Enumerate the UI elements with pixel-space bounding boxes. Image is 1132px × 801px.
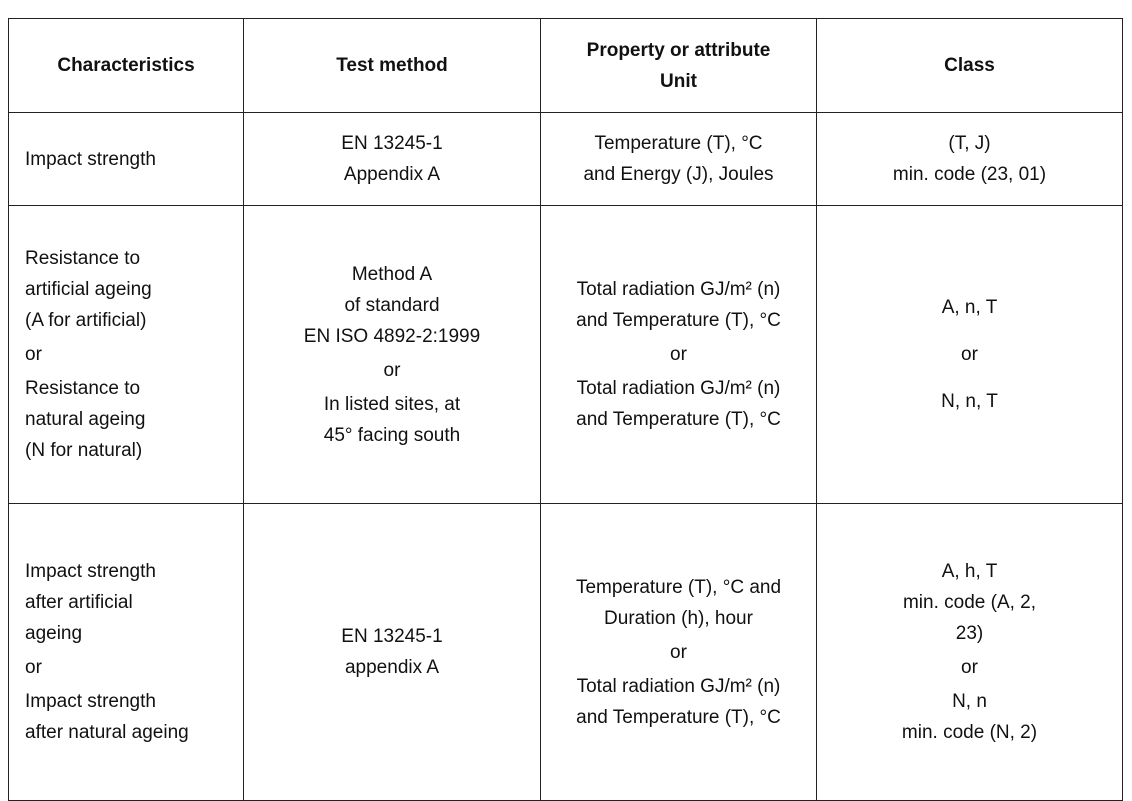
cell-line: 45° facing south [323, 424, 461, 446]
table-cell: EN 13245-1 appendix A [243, 503, 541, 801]
table-cell: A, n, T or N, n, T [816, 205, 1123, 504]
cell-line: appendix A [344, 657, 440, 678]
cell-line: Unit [660, 70, 697, 92]
cell-line: or [25, 657, 42, 678]
cell-line: Property or attribute [586, 39, 771, 61]
cell-line: (T, J) [948, 133, 991, 154]
cell-line: or [670, 344, 687, 365]
cell-line: artificial ageing [25, 279, 152, 300]
cell-line: min. code (A, 2, [902, 592, 1037, 613]
table-cell: Impact strength after artificial ageing or I… [8, 503, 244, 801]
cell-line: Impact strength [25, 561, 156, 582]
cell-line: In listed sites, at [323, 393, 461, 415]
header-cell: Characteristics [8, 18, 244, 113]
cell-line: after natural ageing [25, 722, 189, 743]
table-cell: Resistance to artificial ageing (A for art… [8, 205, 244, 504]
cell-line: Resistance to [25, 378, 141, 399]
cell-line: of standard [344, 294, 440, 316]
table-row: Resistance to artificial ageing (A for art… [8, 205, 1123, 504]
table-cell: EN 13245-1 Appendix A [243, 112, 541, 206]
cell-line: or [25, 344, 42, 365]
cell-line: min. code (N, 2) [901, 722, 1038, 743]
cell-line: and Temperature (T), °C [576, 310, 781, 331]
cell-line: Resistance to [25, 248, 141, 269]
cell-line: Duration (h), hour [604, 607, 753, 629]
cell-line: or [961, 657, 978, 678]
header-row: Characteristics Test method Property or at… [8, 18, 1123, 113]
cell-line: and Temperature (T), °C [576, 706, 781, 728]
table-cell: Method A of standard EN ISO 4892-2:1999 or I… [243, 205, 541, 504]
cell-line: Impact strength [25, 691, 156, 712]
spec-table: Characteristics Test method Property or at… [8, 18, 1123, 801]
cell-line: Appendix A [343, 164, 441, 185]
cell-line: Impact strength [25, 148, 156, 170]
cell-line: (N for natural) [25, 440, 143, 461]
table-cell: (T, J) min. code (23, 01) [816, 112, 1123, 206]
cell-line: Temperature (T), °C [594, 133, 763, 154]
cell-line: ageing [25, 623, 83, 644]
table-cell: Total radiation GJ/m² (n) and Temperature… [540, 205, 817, 504]
cell-line: A, n, T [941, 297, 998, 318]
header-cell: Property or attribute Unit [540, 18, 817, 113]
header-cell: Test method [243, 18, 541, 113]
cell-line: after artificial [25, 592, 133, 613]
cell-line: min. code (23, 01) [892, 164, 1047, 185]
cell-line: and Temperature (T), °C [576, 409, 781, 430]
cell-line: or [961, 344, 978, 365]
cell-line: EN 13245-1 [341, 626, 443, 647]
cell-line: EN 13245-1 [341, 133, 443, 154]
cell-line: Method A [351, 263, 433, 285]
table-cell: Temperature (T), °C and Energy (J), Joule… [540, 112, 817, 206]
cell-line: (A for artificial) [25, 310, 147, 331]
cell-line: N, n [952, 691, 987, 712]
cell-line: or [670, 641, 687, 663]
cell-line: Temperature (T), °C and [575, 576, 782, 598]
table-cell: A, h, T min. code (A, 2, 23) or N, n min. cod… [816, 503, 1123, 801]
table-wrap: Characteristics Test method Property or at… [8, 18, 1123, 801]
cell-line: Class [944, 55, 995, 76]
table-cell: Impact strength [8, 112, 244, 206]
cell-line: Total radiation GJ/m² (n) [576, 279, 781, 300]
table-row: Impact strength after artificial ageing or I… [8, 503, 1123, 801]
cell-line: EN ISO 4892-2:1999 [303, 325, 481, 347]
cell-line: N, n, T [941, 391, 998, 412]
cell-line: Total radiation GJ/m² (n) [576, 378, 781, 399]
cell-line: 23) [955, 623, 984, 644]
cell-line: Test method [336, 55, 448, 76]
header-cell: Class [816, 18, 1123, 113]
cell-line: and Energy (J), Joules [583, 164, 774, 185]
cell-line: or [383, 359, 401, 381]
cell-line: A, h, T [941, 561, 998, 582]
cell-line: natural ageing [25, 409, 146, 430]
cell-line: Characteristics [57, 55, 195, 76]
table-row: Impact strength EN 13245-1 Appendix A Tempe… [8, 112, 1123, 206]
table-cell: Temperature (T), °C and Duration (h), hou… [540, 503, 817, 801]
cell-line: Total radiation GJ/m² (n) [576, 675, 781, 697]
